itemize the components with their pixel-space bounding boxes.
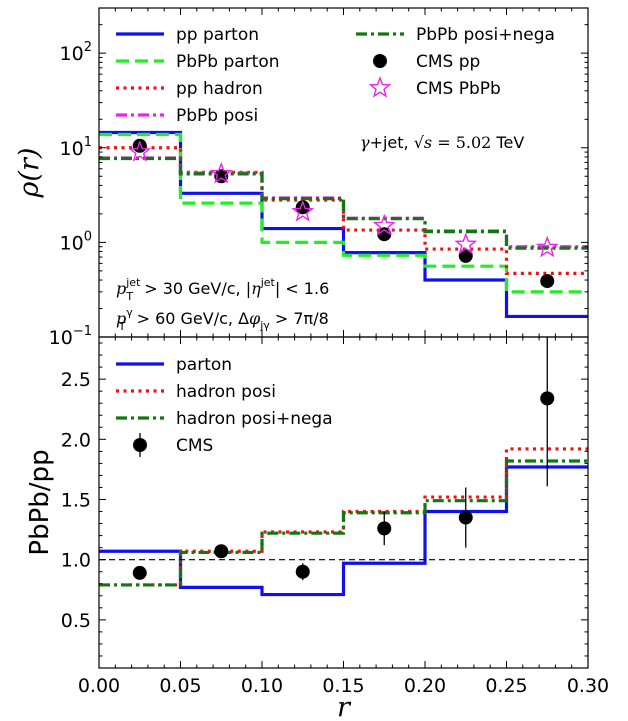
legend-label-bottom: hadron posi [176,382,276,402]
top-panel-points [128,138,559,289]
bottom-y-tick-label: 1.5 [61,489,91,511]
x-tick-label: 0.00 [78,675,120,697]
legend-label-top: PbPb posi+nega [416,25,555,45]
x-tick-label: 0.10 [241,675,283,697]
data-point-cms-pbpb [535,235,559,258]
legend-label-top: CMS PbPb [416,79,501,99]
data-point-cms [540,391,555,406]
series-pbpb-posi-nega [99,156,588,250]
x-tick-label: 0.25 [485,675,527,697]
data-point-cms [295,564,310,579]
bottom-panel-frame [98,336,589,669]
data-point-cms-pbpb [209,161,233,184]
bottom-y-tick-label: 2.0 [61,429,91,451]
top-y-axis-label: ρ(r) [14,148,45,199]
top-y-tick-label: 101 [60,135,92,160]
data-point-cms [214,544,229,559]
series-pbpb-parton [99,132,588,294]
data-point-cms-pbpb [291,199,315,222]
data-point-cms-pp [458,248,473,263]
legend-label-top: PbPb parton [176,52,280,72]
bottom-y-axis-label: PbPb/pp [25,449,55,555]
legend-label-top: pp hadron [176,79,263,99]
series-pp-hadron [99,146,588,276]
x-tick-label: 0.30 [567,675,609,697]
top-y-tick-label: 10−1 [49,324,92,349]
data-point-cms-pbpb [128,140,152,162]
legend-swatch [133,438,147,452]
cuts-annotation: pγ T > 60 GeV/c, Δφjγ > 7π/8 [116,306,329,333]
top-y-tick-label: 102 [60,40,92,65]
legend-swatch [373,54,387,68]
axis-labels: 10−1 100 101 102 0.5 1.0 1.5 2.0 2.5 0.00 0.05 0.10… [14,40,609,721]
data-point-cms-pp [295,200,310,215]
cuts-annotation: pjet T > 30 GeV/c, |ηjet| < 1.6 [116,276,329,303]
x-tick-label: 0.05 [159,675,201,697]
annotations: γ+jet, √s = 5.02 TeV pjet T > 30 GeV/c, |η… [116,133,524,333]
bottom-panel-points [132,337,555,581]
bottom-y-tick-label: 1.0 [61,550,91,572]
legend-label-top: PbPb posi [176,106,258,126]
series-parton [99,465,588,597]
top-panel-series [99,130,588,319]
legends: pp parton PbPb parton pp hadron PbPb posi Pb… [116,25,555,457]
bottom-y-tick-label: 2.5 [61,369,91,391]
x-tick-label: 0.20 [404,675,446,697]
bottom-y-tick-label: 0.5 [61,610,91,632]
data-point-cms-pbpb [372,213,396,236]
axes [98,7,589,669]
legend-label-bottom: CMS [176,436,213,456]
x-axis-label: r [337,692,352,721]
data-point-cms [377,521,392,536]
data-point-cms-pp [377,227,392,242]
legend-label-bottom: parton [176,355,232,375]
data-point-cms [132,565,147,580]
series-hadron-posi [99,447,588,587]
legend-label-bottom: hadron posi+nega [176,409,333,429]
top-y-tick-label: 100 [60,229,92,254]
data-point-cms-pbpb [454,232,478,255]
legend-swatch [368,76,392,98]
energy-annotation: γ+jet, √s = 5.02 TeV [360,133,524,152]
bottom-panel-series [99,447,588,597]
x-tick-label: 0.15 [322,675,364,697]
legend-label-top: CMS pp [416,52,480,72]
legend-label-top: pp parton [176,25,259,45]
data-point-cms-pp [540,274,555,289]
data-point-cms [458,510,473,525]
